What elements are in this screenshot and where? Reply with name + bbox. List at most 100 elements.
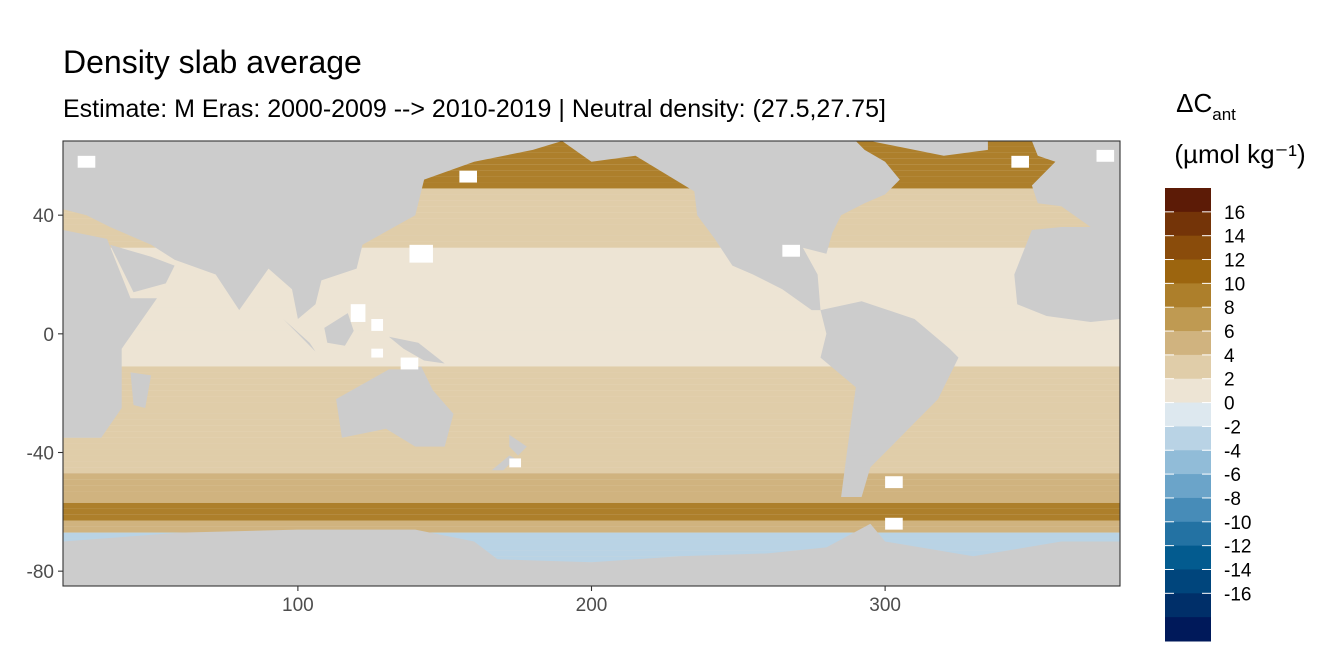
ocean-band xyxy=(63,526,1120,533)
map-panel xyxy=(62,140,1121,587)
land-borneo xyxy=(324,313,354,346)
x-tick-label: 100 xyxy=(282,595,314,616)
legend-label: 16 xyxy=(1224,203,1245,224)
legend-label: 0 xyxy=(1224,394,1235,415)
legend-label: -10 xyxy=(1224,513,1251,534)
ocean-band xyxy=(63,514,1120,521)
ocean-band xyxy=(63,170,1120,177)
missing-data-patch xyxy=(1096,149,1115,162)
ocean-band xyxy=(63,372,1120,379)
land-europe-asia xyxy=(63,141,563,319)
legend-swatch xyxy=(1165,402,1211,427)
missing-data-areas xyxy=(77,149,1115,530)
land-antarctica xyxy=(63,523,1120,586)
ocean-band xyxy=(63,366,1120,373)
ocean-band xyxy=(63,502,1120,509)
ocean-band xyxy=(63,413,1120,420)
ocean-band xyxy=(63,336,1120,343)
ocean-band xyxy=(63,235,1120,242)
ocean-band xyxy=(63,384,1120,391)
ocean-band xyxy=(63,182,1120,189)
legend-swatch xyxy=(1165,354,1211,380)
land-west-africa-east-side xyxy=(1014,227,1120,322)
legend-swatch xyxy=(1165,474,1211,499)
ocean-band xyxy=(63,491,1120,497)
ocean-band xyxy=(63,550,1120,557)
ocean-band xyxy=(63,396,1120,403)
land-north-america xyxy=(562,141,900,311)
y-tick-label: -40 xyxy=(27,444,54,465)
ocean-band xyxy=(63,313,1120,319)
ocean-band xyxy=(63,508,1120,515)
ocean-band xyxy=(63,485,1120,492)
missing-data-patch xyxy=(1011,155,1029,168)
legend-colorbar xyxy=(1165,188,1211,642)
ocean-band xyxy=(63,348,1120,355)
ocean-band xyxy=(63,259,1120,266)
missing-data-patch xyxy=(409,244,433,263)
legend-label: -4 xyxy=(1224,441,1241,462)
missing-data-patch xyxy=(400,357,419,370)
legend-label: 14 xyxy=(1224,227,1246,248)
legend-label: 8 xyxy=(1224,298,1235,319)
ocean-band xyxy=(63,443,1120,450)
legend-label: 4 xyxy=(1224,346,1235,367)
ocean-band xyxy=(63,449,1120,456)
ocean-band xyxy=(63,265,1120,272)
ocean-band xyxy=(63,230,1120,236)
ocean-band xyxy=(63,224,1120,230)
missing-data-patch xyxy=(350,304,366,322)
missing-data-patch xyxy=(885,476,903,489)
ocean-band xyxy=(63,532,1120,539)
legend-swatch xyxy=(1165,593,1211,618)
legend-label: 10 xyxy=(1224,274,1245,295)
missing-data-patch xyxy=(885,517,903,530)
legend-label: -2 xyxy=(1224,417,1241,438)
land-europe-west xyxy=(1031,141,1120,227)
legend-swatch xyxy=(1165,188,1211,213)
legend-swatch xyxy=(1165,378,1211,404)
legend-swatch xyxy=(1165,331,1211,356)
legend-label: 2 xyxy=(1224,370,1235,391)
ocean-band xyxy=(63,301,1120,308)
legend-label: -14 xyxy=(1224,560,1252,581)
legend-units: (µmol kg⁻¹) xyxy=(1174,139,1305,169)
ocean-band xyxy=(63,200,1120,207)
legend-swatch xyxy=(1165,307,1211,332)
ocean-band xyxy=(63,283,1120,290)
chart-subtitle: Estimate: M Eras: 2000-2009 --> 2010-201… xyxy=(63,95,886,123)
legend-swatch xyxy=(1165,426,1211,451)
y-tick-label: -80 xyxy=(27,562,54,583)
legend-swatch xyxy=(1165,497,1211,523)
ocean-band xyxy=(63,520,1120,527)
legend-title-sub: ant xyxy=(1212,105,1236,124)
y-tick-label: 0 xyxy=(43,325,54,346)
legend-label: -6 xyxy=(1224,465,1241,486)
legend-label: -16 xyxy=(1224,584,1251,605)
ocean-band xyxy=(63,218,1120,225)
ocean-band xyxy=(63,354,1120,361)
missing-data-patch xyxy=(371,348,384,358)
ocean-band xyxy=(63,271,1120,278)
legend-label: 6 xyxy=(1224,322,1235,343)
y-axis: 40 0 -40 -80 xyxy=(27,206,63,583)
ocean-band xyxy=(63,538,1120,545)
ocean-band xyxy=(63,431,1120,438)
ocean-band xyxy=(63,277,1120,284)
ocean-band xyxy=(63,408,1120,414)
ocean-band xyxy=(63,497,1120,503)
ocean-band xyxy=(63,194,1120,201)
legend-swatch xyxy=(1165,235,1211,261)
ocean-band xyxy=(63,247,1120,254)
land-madagascar xyxy=(130,372,152,408)
ocean-band xyxy=(63,324,1120,331)
land-new-guinea xyxy=(388,336,445,364)
ocean-band xyxy=(63,425,1120,432)
legend-label: -8 xyxy=(1224,489,1241,510)
ocean-band xyxy=(63,402,1120,408)
ocean-band xyxy=(63,544,1120,551)
ocean-band xyxy=(63,479,1120,486)
